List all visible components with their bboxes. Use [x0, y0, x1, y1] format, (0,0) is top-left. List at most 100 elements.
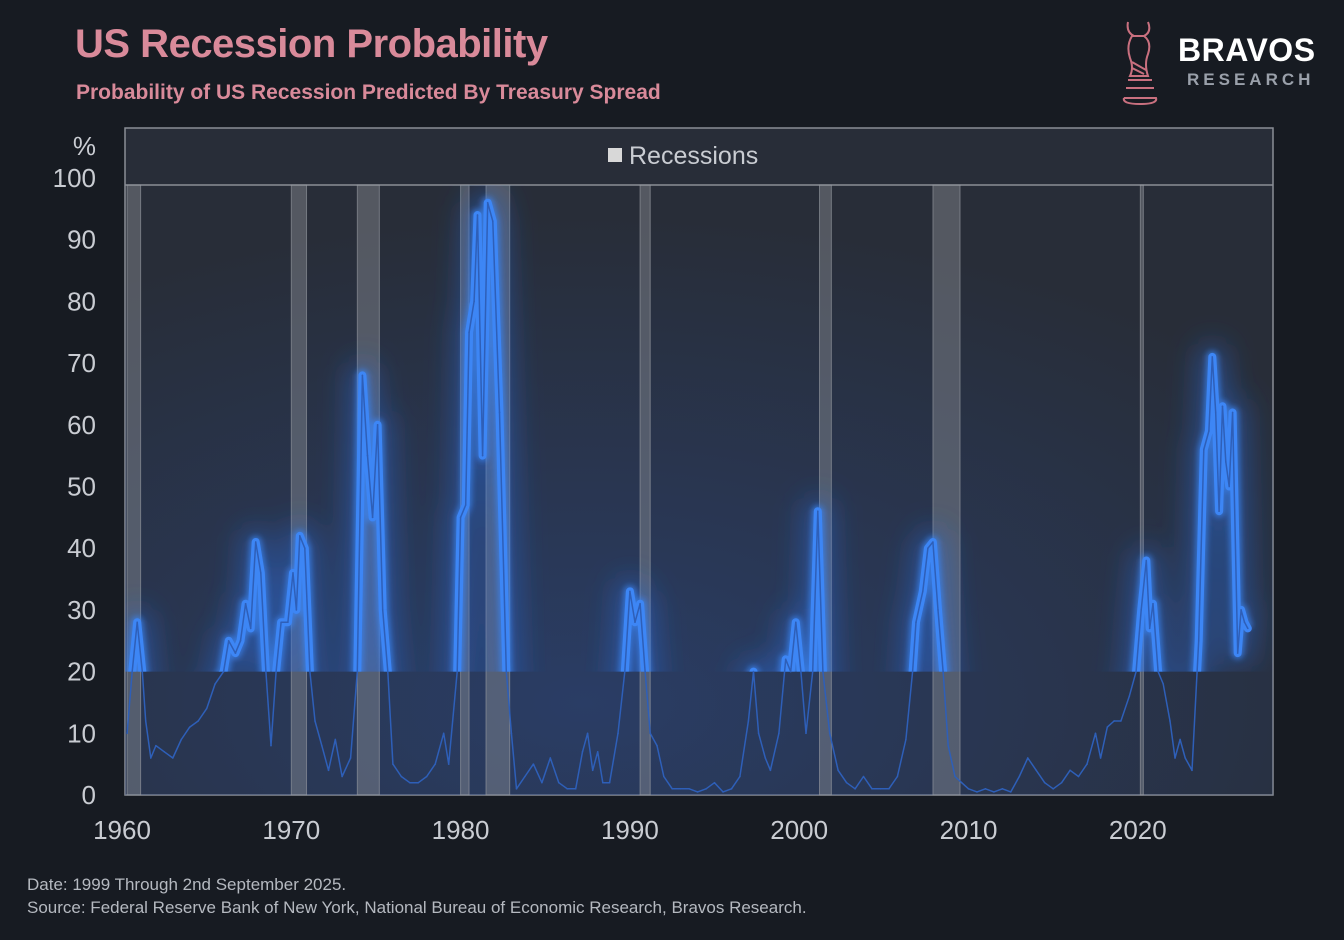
- data-point: [705, 788, 707, 790]
- data-point: [417, 781, 420, 784]
- data-point: [442, 732, 445, 735]
- y-tick-label: 40: [67, 533, 96, 563]
- data-point: [136, 621, 139, 624]
- data-point: [1106, 726, 1109, 728]
- data-point: [1094, 732, 1097, 735]
- data-point: [1211, 356, 1214, 358]
- data-point: [149, 757, 152, 759]
- data-point: [409, 781, 411, 784]
- data-point: [1247, 627, 1249, 630]
- data-point: [1169, 720, 1171, 722]
- y-axis-unit: %: [73, 131, 96, 161]
- data-point: [993, 791, 995, 793]
- data-point: [1162, 683, 1164, 685]
- data-point: [524, 775, 526, 778]
- y-tick-label: 70: [67, 348, 96, 378]
- data-point: [491, 220, 494, 222]
- data-point: [260, 572, 262, 574]
- data-point: [915, 621, 917, 624]
- data-point: [1018, 775, 1021, 778]
- data-point: [696, 791, 699, 793]
- data-point: [141, 670, 144, 673]
- data-point: [387, 670, 389, 673]
- data-point: [1174, 757, 1176, 759]
- data-point: [456, 670, 459, 673]
- data-point: [1221, 405, 1224, 408]
- data-point: [1203, 448, 1205, 451]
- data-point: [464, 504, 467, 506]
- data-point: [341, 775, 343, 778]
- data-point: [155, 744, 157, 747]
- y-tick-label: 60: [67, 410, 96, 440]
- data-point: [298, 535, 301, 537]
- data-point: [532, 763, 535, 765]
- x-tick-label: 1970: [262, 815, 320, 845]
- data-point: [188, 726, 191, 728]
- data-point: [1001, 788, 1004, 790]
- data-point: [888, 788, 890, 790]
- data-point: [381, 609, 384, 611]
- y-tick-label: 50: [67, 472, 96, 502]
- data-point: [581, 751, 584, 753]
- data-point: [778, 732, 780, 735]
- data-point: [287, 621, 289, 624]
- data-point: [757, 732, 760, 735]
- data-point: [649, 732, 652, 735]
- data-point: [688, 788, 690, 790]
- recession-band: [290, 184, 308, 796]
- data-point: [280, 621, 282, 624]
- data-point: [1218, 510, 1220, 512]
- data-point: [376, 424, 379, 426]
- data-point: [879, 788, 882, 790]
- data-point: [304, 547, 306, 549]
- data-point: [1052, 788, 1054, 790]
- data-point: [800, 670, 802, 673]
- y-tick-label: 0: [82, 780, 96, 810]
- chart-title: US Recession Probability: [75, 22, 548, 66]
- data-point: [334, 738, 337, 741]
- data-point: [361, 374, 364, 377]
- data-point: [747, 720, 750, 722]
- data-point: [932, 541, 934, 543]
- data-point: [320, 744, 323, 747]
- data-point: [1236, 652, 1239, 654]
- data-point: [557, 781, 560, 784]
- data-point: [896, 775, 899, 778]
- data-point: [265, 670, 267, 673]
- data-point: [510, 732, 513, 735]
- data-point: [327, 769, 330, 772]
- data-point: [1086, 763, 1088, 765]
- data-point: [254, 541, 257, 543]
- x-tick-label: 2010: [940, 815, 998, 845]
- data-point: [984, 788, 987, 790]
- data-point: [1077, 775, 1080, 778]
- data-point: [1184, 757, 1187, 759]
- data-point: [309, 670, 311, 673]
- data-point: [752, 670, 755, 673]
- data-point: [574, 788, 577, 790]
- data-point: [862, 775, 865, 778]
- data-point: [244, 602, 247, 605]
- data-point: [954, 775, 956, 778]
- data-point: [927, 547, 929, 549]
- data-point: [180, 738, 183, 741]
- y-tick-label: 30: [67, 595, 96, 625]
- data-point: [214, 683, 216, 685]
- recession-band: [932, 184, 961, 796]
- data-point: [905, 738, 907, 741]
- data-point: [1157, 670, 1159, 673]
- bull-chess-knight-icon: [1122, 21, 1158, 106]
- data-point: [459, 516, 462, 519]
- data-point: [1208, 430, 1210, 432]
- data-point: [371, 516, 374, 519]
- data-point: [447, 763, 450, 765]
- data-point: [1225, 461, 1227, 463]
- data-point: [617, 732, 619, 735]
- data-point: [1148, 627, 1151, 630]
- data-point: [960, 781, 963, 784]
- data-point: [795, 621, 797, 624]
- x-tick-label: 2000: [770, 815, 828, 845]
- data-point: [549, 757, 552, 759]
- data-point: [739, 775, 741, 778]
- data-point: [644, 670, 646, 673]
